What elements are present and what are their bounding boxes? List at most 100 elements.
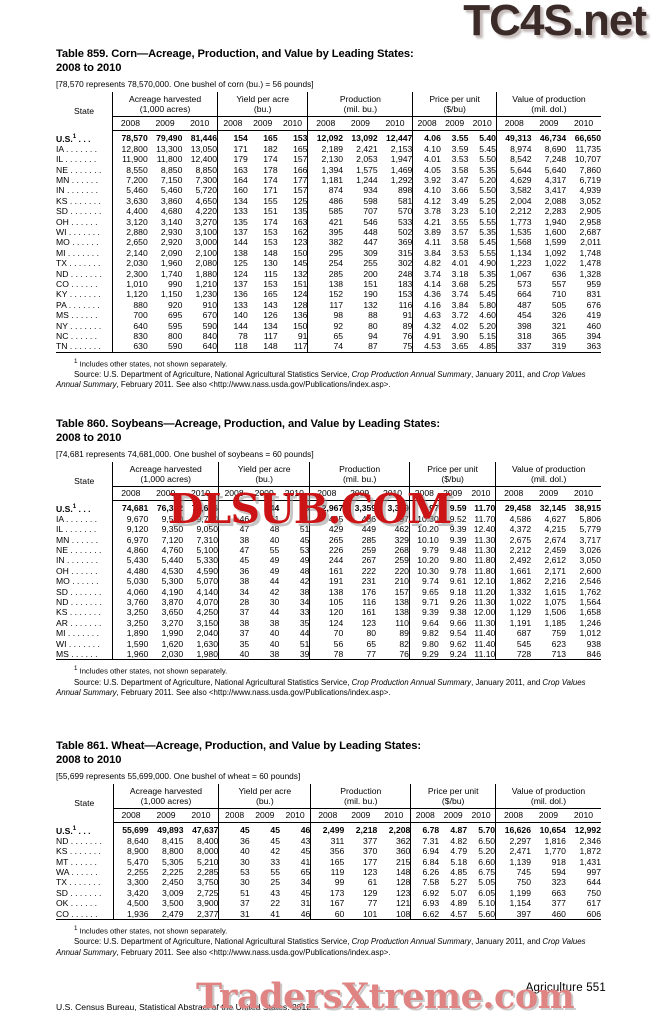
cell-production: 226: [309, 544, 344, 556]
source-suffix: , February 2011. See also <http://www.na…: [116, 380, 391, 390]
cell-price: 4.14: [412, 279, 441, 290]
cell-value: 2,346: [579, 835, 601, 846]
cell-yield: 153: [263, 227, 278, 238]
cell-acreage: 3,140: [160, 216, 183, 227]
cell-production: 173: [310, 887, 345, 899]
cell-yield: 125: [216, 258, 248, 269]
cell-value: 321: [551, 320, 567, 331]
cell-value: 2,546: [579, 576, 601, 587]
row-label-state: KS . . . . . . .: [56, 607, 101, 618]
cell-yield: 164: [216, 174, 248, 186]
cell-yield: 39: [279, 649, 310, 661]
row-label-state: ND . . . . . . .: [56, 835, 102, 846]
cell-value: 2,612: [544, 555, 567, 566]
source-mid: , January 2011, and: [471, 677, 543, 687]
cell-acreage: 2,080: [195, 258, 217, 269]
cell-production: 183: [397, 279, 413, 290]
cell-value: 11,735: [575, 143, 601, 154]
table-title-line1: Table 860. Soybeans—Acreage, Production,…: [56, 418, 440, 430]
cell-value: 831: [586, 289, 601, 300]
cell-acreage: 1,980: [183, 649, 219, 661]
column-header-value-2009: 2009: [530, 808, 566, 823]
cell-acreage: 695: [168, 310, 183, 321]
cell-production: 190: [363, 289, 378, 300]
column-header-price-2008: 2008: [412, 116, 441, 131]
table-footnote: 1 Includes other states, not shown separ…: [56, 664, 601, 676]
cell-value: 49,313: [495, 130, 532, 144]
table-row: IA . . . . . . . 12,800 13,300 13,050 171 182…: [56, 143, 601, 155]
group-header-name: Acreage harvested: [128, 93, 202, 104]
cell-production: 176: [361, 586, 377, 597]
cell-price: 3.57: [451, 227, 469, 238]
row-label-state: MI . . . . . . .: [56, 628, 99, 639]
data-table: State Acreage harvested (1,000 acres) Yield…: [56, 462, 601, 661]
cell-acreage: 1,010: [112, 279, 148, 290]
cell-acreage: 9,120: [112, 524, 149, 535]
row-label-state: PA . . . . . . .: [56, 299, 100, 310]
cell-acreage: 3,270: [161, 617, 184, 628]
column-group-header-acreage: Acreage harvested (1,000 acres): [112, 784, 219, 809]
cell-production: 244: [309, 555, 344, 566]
cell-yield: 124: [216, 268, 248, 280]
table-row: AR . . . . . . . 3,250 3,270 3,150 38 38 35 124…: [56, 617, 601, 629]
table-title-line2: 2008 to 2010: [56, 431, 122, 444]
cell-price: 4.36: [412, 289, 441, 300]
cell-price: 11.30: [474, 534, 496, 545]
cell-price: 3.58: [451, 164, 469, 175]
cell-production: 295: [307, 247, 344, 259]
table-body: State Acreage harvested (1,000 acres) Yield…: [56, 92, 601, 353]
group-header-unit: ($/bu): [441, 474, 464, 484]
cell-acreage: 6,970: [112, 534, 149, 545]
cell-yield: 38: [249, 649, 280, 661]
table-row: NY . . . . . . . 640 595 590 144 134 150 92 80 89…: [56, 320, 601, 332]
cell-production: 215: [395, 856, 411, 867]
cell-yield: 151: [263, 206, 278, 217]
source-pub-1: Crop Production Annual Summary: [351, 370, 472, 380]
cell-yield: 51: [299, 513, 310, 524]
cell-value: 623: [551, 638, 567, 649]
cell-production: 123: [362, 866, 378, 877]
cell-acreage: 590: [202, 320, 217, 331]
cell-yield: 51: [269, 513, 280, 524]
cell-value: 1,615: [544, 586, 567, 597]
cell-yield: 143: [263, 299, 278, 310]
cell-yield: 128: [293, 299, 308, 310]
cell-acreage: 9,350: [161, 524, 184, 535]
row-label-state: SD . . . . . . .: [56, 206, 102, 217]
source-mid: , January 2011, and: [471, 937, 543, 947]
cell-value: 1,154: [495, 898, 531, 909]
cell-yield: 35: [218, 638, 250, 650]
cell-production: 502: [397, 227, 413, 238]
group-header-name: Acreage harvested: [129, 463, 202, 474]
cell-value: 4,939: [579, 185, 601, 196]
table-row: CO . . . . . . 1,010 990 1,210 137 153 151 138 1…: [56, 279, 601, 290]
cell-acreage: 4,650: [195, 195, 217, 206]
cell-acreage: 3,250: [112, 617, 149, 629]
table-header-year-row: 2008 2009 2010 2008 2009 2010 2008 2009 2010 2008…: [56, 116, 601, 131]
group-header-name: Yield per acre: [237, 463, 291, 474]
row-label-state: NE . . . . . . .: [56, 164, 102, 175]
cell-value: 617: [586, 898, 601, 909]
cell-value: 1,816: [544, 835, 566, 846]
cell-value: 1,770: [544, 846, 566, 857]
cell-yield: 49: [269, 555, 280, 566]
cell-yield: 125: [293, 195, 308, 206]
row-label-state: ND . . . . . . .: [56, 268, 102, 279]
cell-yield: 31: [300, 898, 311, 909]
total-footnote-marker: 1: [72, 132, 77, 140]
column-header-price-2009: 2009: [439, 808, 468, 823]
cell-value: 745: [495, 866, 531, 878]
cell-yield: 153: [263, 279, 278, 290]
cell-yield: 46: [279, 908, 311, 921]
cell-acreage: 3,100: [195, 227, 217, 238]
cell-value: 1,506: [544, 607, 567, 618]
group-header-name: Yield per acre: [236, 93, 290, 104]
column-header-yield-2008: 2008: [216, 116, 248, 131]
cell-acreage: 8,550: [112, 164, 148, 175]
cell-value: 365: [551, 331, 567, 342]
cell-acreage: 9,740: [196, 513, 218, 524]
cell-price: 4.87: [450, 824, 468, 835]
cell-acreage: 81,446: [190, 132, 217, 143]
cell-value: 318: [495, 331, 532, 342]
cell-yield: 145: [293, 258, 308, 269]
